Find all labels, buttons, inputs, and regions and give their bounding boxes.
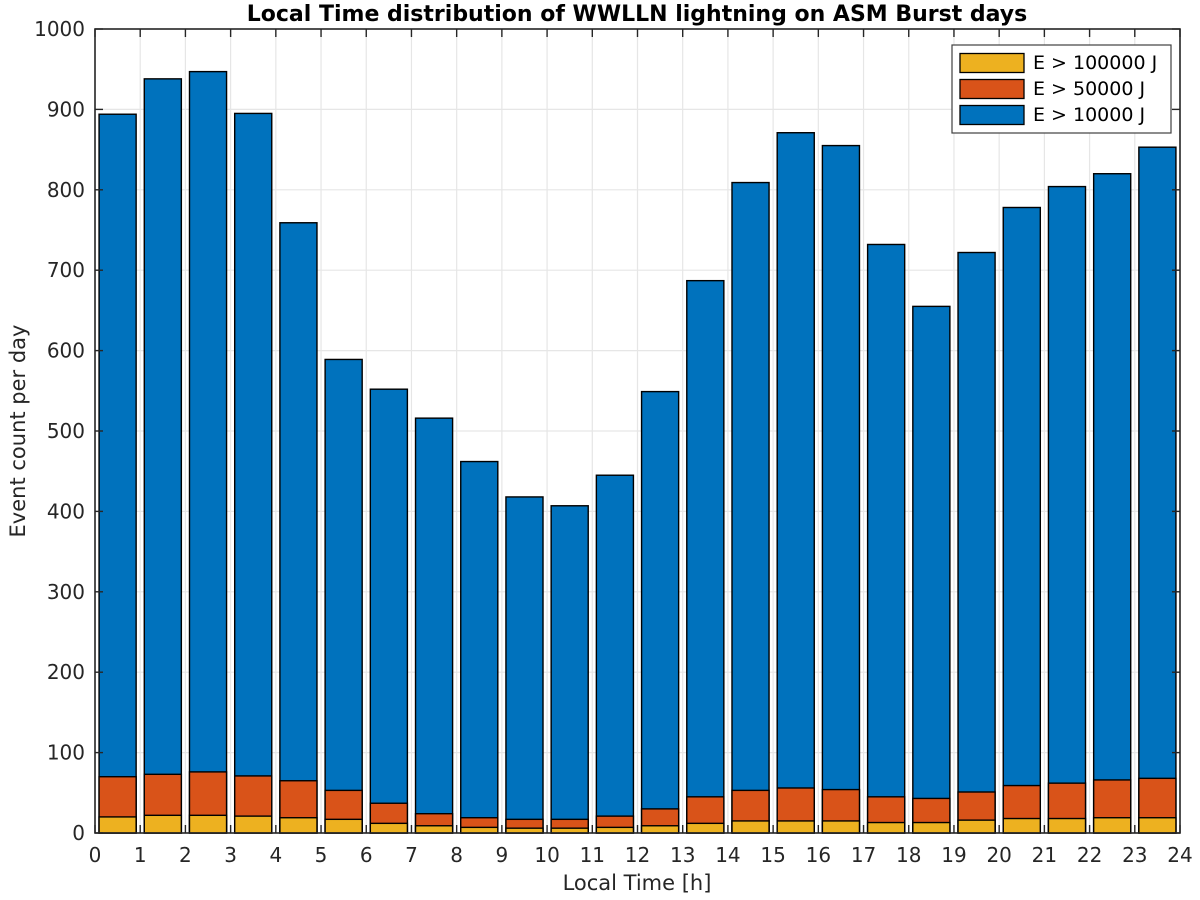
x-tick-label: 11 [580, 843, 605, 867]
x-tick-label: 1 [134, 843, 147, 867]
bar-segment-2-h0 [98, 816, 137, 834]
x-tick-label: 21 [1032, 843, 1057, 867]
y-tick-labels: 0 100 200 300 400 500 600 700 800 900 1000 [34, 17, 85, 845]
y-tick-label: 900 [47, 97, 85, 121]
x-tick-label: 24 [1167, 843, 1192, 867]
y-tick-label: 800 [47, 178, 85, 202]
x-tick-labels: 0 1 2 3 4 5 6 7 8 9 10 11 12 13 14 15 16 17 18 19 20 21 22 23 24 [89, 843, 1193, 867]
bars [98, 70, 1177, 834]
x-tick-label: 17 [851, 843, 876, 867]
bar-segment-0-h0 [98, 113, 137, 834]
bar-segment-0-h22 [1092, 173, 1132, 834]
x-tick-label: 22 [1077, 843, 1102, 867]
x-tick-label: 0 [89, 843, 102, 867]
bar-segment-2-h15 [776, 820, 815, 834]
bar-segment-0-h13 [686, 279, 725, 834]
bar-segment-0-h17 [866, 243, 906, 834]
y-tick-label: 300 [47, 580, 85, 604]
bar-segment-2-h1 [143, 814, 183, 834]
bar-segment-0-h7 [414, 417, 454, 834]
x-tick-label: 6 [360, 843, 373, 867]
bar-segment-0-h21 [1047, 185, 1087, 834]
x-tick-label: 20 [986, 843, 1011, 867]
bar-segment-0-h11 [595, 474, 635, 834]
legend-swatch-0 [959, 52, 1025, 74]
bar-segment-0-h2 [188, 70, 228, 834]
x-tick-label: 12 [625, 843, 650, 867]
y-tick-label: 400 [47, 499, 85, 523]
bar-segment-0-h6 [369, 388, 409, 834]
x-tick-label: 7 [405, 843, 418, 867]
y-tick-label: 1000 [34, 17, 85, 41]
y-tick-label: 200 [47, 660, 85, 684]
chart-title: Local Time distribution of WWLLN lightni… [247, 2, 1028, 27]
bar-segment-2-h13 [686, 822, 725, 834]
bar-segment-0-h19 [957, 251, 996, 834]
bar-segment-2-h21 [1047, 817, 1087, 834]
bar-segment-0-h10 [550, 505, 589, 834]
bar-segment-2-h20 [1002, 817, 1042, 834]
x-tick-label: 5 [315, 843, 328, 867]
x-tick-label: 8 [450, 843, 463, 867]
x-tick-label: 14 [715, 843, 740, 867]
bar-segment-2-h11 [595, 826, 635, 834]
y-tick-label: 100 [47, 741, 85, 765]
bar-segment-2-h4 [279, 817, 318, 834]
bar-segment-2-h8 [460, 826, 499, 834]
x-tick-label: 19 [941, 843, 966, 867]
x-tick-label: 10 [534, 843, 559, 867]
x-tick-label: 9 [496, 843, 509, 867]
x-axis-label: Local Time [h] [563, 871, 712, 895]
bar-segment-2-h19 [957, 819, 996, 834]
y-tick-label: 700 [47, 258, 85, 282]
bar-segment-2-h7 [414, 825, 454, 834]
x-tick-label: 16 [806, 843, 831, 867]
tick-marks [94, 28, 1181, 834]
bar-segment-2-h23 [1138, 817, 1177, 834]
bar-segment-0-h8 [460, 460, 499, 834]
x-tick-label: 18 [896, 843, 921, 867]
legend-entry-label: E > 100000 J [1033, 52, 1157, 74]
x-tick-label: 15 [760, 843, 785, 867]
x-tick-label: 23 [1122, 843, 1147, 867]
y-tick-label: 0 [72, 821, 85, 845]
bar-segment-0-h4 [279, 222, 318, 834]
y-tick-label: 500 [47, 419, 85, 443]
bar-segment-2-h16 [821, 820, 861, 834]
bar-segment-2-h5 [324, 818, 363, 834]
bar-segment-2-h12 [640, 825, 680, 834]
x-tick-label: 13 [670, 843, 695, 867]
bar-segment-0-h15 [776, 132, 815, 834]
legend-swatch-2 [959, 104, 1025, 126]
bar-segment-0-h5 [324, 358, 363, 834]
bar-segment-0-h12 [640, 390, 680, 834]
bar-segment-2-h6 [369, 822, 409, 834]
bar-segment-2-h17 [866, 821, 906, 834]
x-tick-label: 2 [179, 843, 192, 867]
bar-segment-0-h14 [731, 181, 770, 834]
x-tick-label: 4 [269, 843, 282, 867]
bar-segment-0-h9 [505, 496, 544, 834]
bar-segment-2-h22 [1092, 817, 1132, 834]
legend-swatch-1 [959, 78, 1025, 100]
bar-segment-0-h1 [143, 78, 183, 834]
legend-entry-label: E > 50000 J [1033, 78, 1145, 100]
bar-segment-0-h3 [233, 112, 273, 834]
bar-segment-2-h18 [912, 821, 951, 834]
bar-segment-0-h18 [912, 305, 951, 834]
y-axis-label: Event count per day [6, 325, 30, 538]
bar-segment-0-h16 [821, 144, 861, 834]
y-tick-label: 600 [47, 339, 85, 363]
bar-segment-2-h14 [731, 820, 770, 834]
bar-segment-0-h20 [1002, 206, 1042, 834]
legend: E > 100000 J E > 50000 J E > 10000 J [951, 44, 1172, 134]
legend-entry-label: E > 10000 J [1033, 104, 1145, 126]
x-tick-label: 3 [224, 843, 237, 867]
bar-segment-2-h2 [188, 814, 228, 834]
bar-segment-2-h3 [233, 815, 273, 834]
bar-segment-0-h23 [1138, 146, 1177, 834]
